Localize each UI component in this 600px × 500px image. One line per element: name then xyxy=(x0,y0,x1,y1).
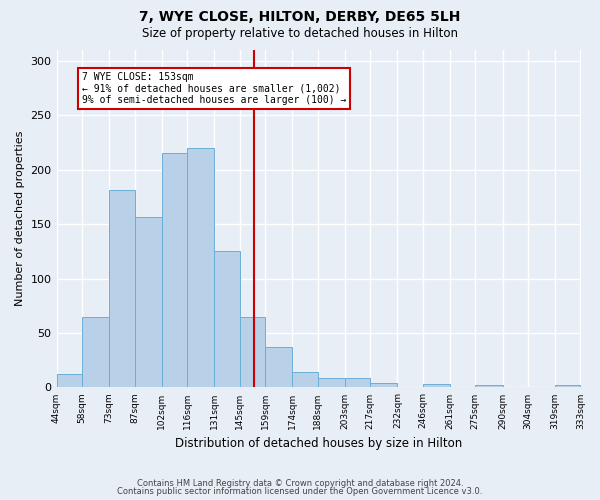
Bar xyxy=(555,386,580,388)
Text: 7, WYE CLOSE, HILTON, DERBY, DE65 5LH: 7, WYE CLOSE, HILTON, DERBY, DE65 5LH xyxy=(139,10,461,24)
Text: 7 WYE CLOSE: 153sqm
← 91% of detached houses are smaller (1,002)
9% of semi-deta: 7 WYE CLOSE: 153sqm ← 91% of detached ho… xyxy=(82,72,346,105)
Bar xyxy=(214,252,239,388)
Bar xyxy=(317,378,345,388)
Bar xyxy=(134,216,161,388)
Bar xyxy=(239,316,265,388)
Text: Size of property relative to detached houses in Hilton: Size of property relative to detached ho… xyxy=(142,28,458,40)
Bar xyxy=(265,347,292,388)
Text: Contains HM Land Registry data © Crown copyright and database right 2024.: Contains HM Land Registry data © Crown c… xyxy=(137,478,463,488)
Bar xyxy=(109,190,134,388)
Bar xyxy=(370,383,397,388)
X-axis label: Distribution of detached houses by size in Hilton: Distribution of detached houses by size … xyxy=(175,437,462,450)
Bar xyxy=(56,374,82,388)
Text: Contains public sector information licensed under the Open Government Licence v3: Contains public sector information licen… xyxy=(118,487,482,496)
Bar xyxy=(82,316,109,388)
Y-axis label: Number of detached properties: Number of detached properties xyxy=(15,131,25,306)
Bar xyxy=(475,386,503,388)
Bar xyxy=(292,372,317,388)
Bar xyxy=(187,148,214,388)
Bar xyxy=(423,384,450,388)
Bar xyxy=(345,378,370,388)
Bar xyxy=(161,154,187,388)
